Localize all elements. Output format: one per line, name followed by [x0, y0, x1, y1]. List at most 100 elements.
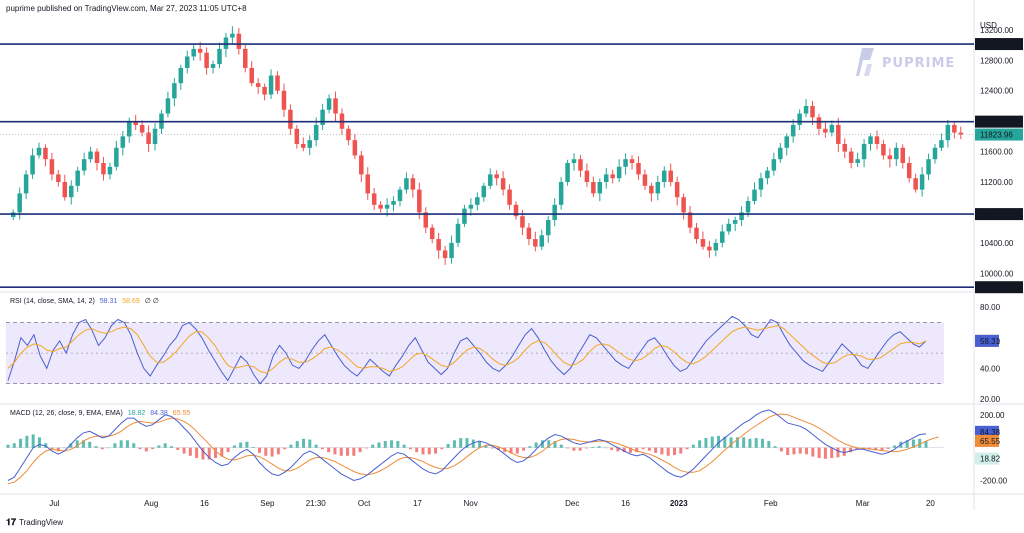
macd-histogram-bar — [132, 443, 136, 448]
macd-histogram-bar — [698, 440, 702, 448]
macd-histogram-bar — [723, 436, 727, 448]
candle-body — [178, 67, 184, 84]
candle-body — [307, 140, 312, 148]
candle-body — [681, 197, 686, 213]
candle-body — [533, 239, 538, 247]
candle-body — [758, 178, 764, 190]
macd-histogram-bar — [125, 440, 129, 448]
macd-histogram-bar — [339, 447, 343, 456]
candle-body — [288, 109, 293, 129]
level-label-bg — [975, 38, 1023, 51]
macd-histogram-bar — [452, 440, 456, 448]
macd-histogram-bar — [207, 447, 211, 460]
macd-histogram-bar — [402, 444, 406, 448]
x-tick-label: Feb — [764, 499, 778, 508]
macd-histogram-bar — [75, 440, 79, 448]
candle-body — [88, 151, 93, 160]
macd-histogram-bar — [672, 447, 676, 456]
candle-body — [603, 174, 609, 182]
macd-histogram-bar — [836, 447, 840, 458]
puprime-logo-icon — [856, 48, 874, 76]
macd-tick-label: 200.00 — [980, 411, 1005, 420]
candle-body — [391, 201, 396, 205]
x-tick-label: Oct — [358, 499, 371, 508]
candle-body — [301, 143, 306, 148]
x-tick-label: Dec — [565, 499, 579, 508]
candle-body — [545, 220, 551, 236]
x-tick-label: 21:30 — [306, 499, 327, 508]
macd-histogram-bar — [779, 447, 783, 452]
candle-body — [520, 216, 525, 228]
macd-histogram-bar — [333, 447, 337, 455]
macd-histogram-bar — [232, 445, 236, 448]
macd-histogram-bar — [748, 438, 752, 448]
publish-header: puprime published on TradingView.com, Ma… — [6, 4, 247, 13]
last-price-label: 11823.96 — [980, 131, 1013, 140]
candle-body — [610, 174, 615, 179]
candle-body — [133, 121, 138, 125]
macd-histogram-bar — [270, 447, 274, 457]
macd-histogram-bar — [19, 438, 23, 448]
candle-body — [861, 143, 867, 160]
rsi-sma-line — [7, 325, 927, 374]
candle-body — [932, 147, 938, 160]
macd-histogram-bar — [276, 447, 280, 455]
candle-body — [255, 83, 261, 87]
macd-histogram-bar — [6, 444, 10, 448]
candle-body — [732, 220, 738, 224]
macd-histogram-bar — [823, 447, 827, 459]
candle-body — [784, 136, 789, 148]
candle-body — [797, 113, 802, 125]
tradingview-footer: 𝟏𝟕 TradingView — [6, 517, 63, 528]
macd-histogram-bar — [220, 447, 224, 457]
x-tick-label: Jul — [49, 499, 59, 508]
candle-body — [397, 189, 403, 202]
rsi-line — [7, 315, 927, 385]
macd-histogram-bar — [534, 442, 538, 448]
rsi-title: RSI (14, close, SMA, 14, 2) — [10, 298, 95, 305]
level-label-bg — [975, 115, 1023, 128]
candle-body — [185, 56, 190, 68]
candle-body — [107, 166, 113, 175]
candle-body — [558, 182, 564, 205]
macd-histogram-bar — [918, 438, 922, 448]
candle-body — [500, 178, 506, 190]
macd-histogram-bar — [459, 438, 463, 448]
candle-body — [423, 212, 429, 228]
x-tick-label: Mar — [856, 499, 870, 508]
macd-histogram-bar — [893, 445, 897, 448]
x-tick-label: 16 — [200, 499, 209, 508]
macd-histogram-bar — [654, 447, 658, 453]
macd-histogram-bar — [515, 447, 519, 454]
candle-body — [230, 33, 235, 38]
candle-body — [526, 227, 532, 240]
candle-body — [114, 147, 119, 167]
candle-body — [429, 227, 435, 240]
macd-histogram-bar — [817, 447, 821, 459]
macd-histogram-bar — [842, 447, 846, 456]
macd-histogram-bar — [157, 445, 161, 448]
candle-body — [487, 174, 493, 186]
macd-histogram-bar — [729, 437, 733, 448]
macd-histogram-bar — [691, 444, 695, 448]
price-tick-label: 11200.00 — [980, 178, 1013, 187]
macd-histogram-bar — [37, 437, 41, 448]
macd-histogram-bar — [572, 447, 576, 451]
candle-body — [410, 178, 416, 190]
macd-histogram-bar — [63, 447, 67, 449]
candle-body — [43, 147, 48, 160]
candle-body — [359, 155, 364, 175]
candle-body — [778, 147, 783, 160]
macd-histogram-bar — [874, 447, 878, 451]
macd-histogram-bar — [905, 440, 909, 448]
candle-body — [513, 204, 519, 217]
macd-histogram-bar — [201, 447, 205, 460]
macd-histogram-bar — [396, 441, 400, 448]
candle-body — [636, 162, 641, 175]
level-label: 11993.63 — [980, 118, 1013, 127]
rsi-value: 58.31 — [99, 298, 118, 305]
macd-histogram-bar — [427, 447, 431, 455]
macd-histogram-bar — [490, 447, 494, 449]
macd-histogram-bar — [371, 444, 375, 448]
